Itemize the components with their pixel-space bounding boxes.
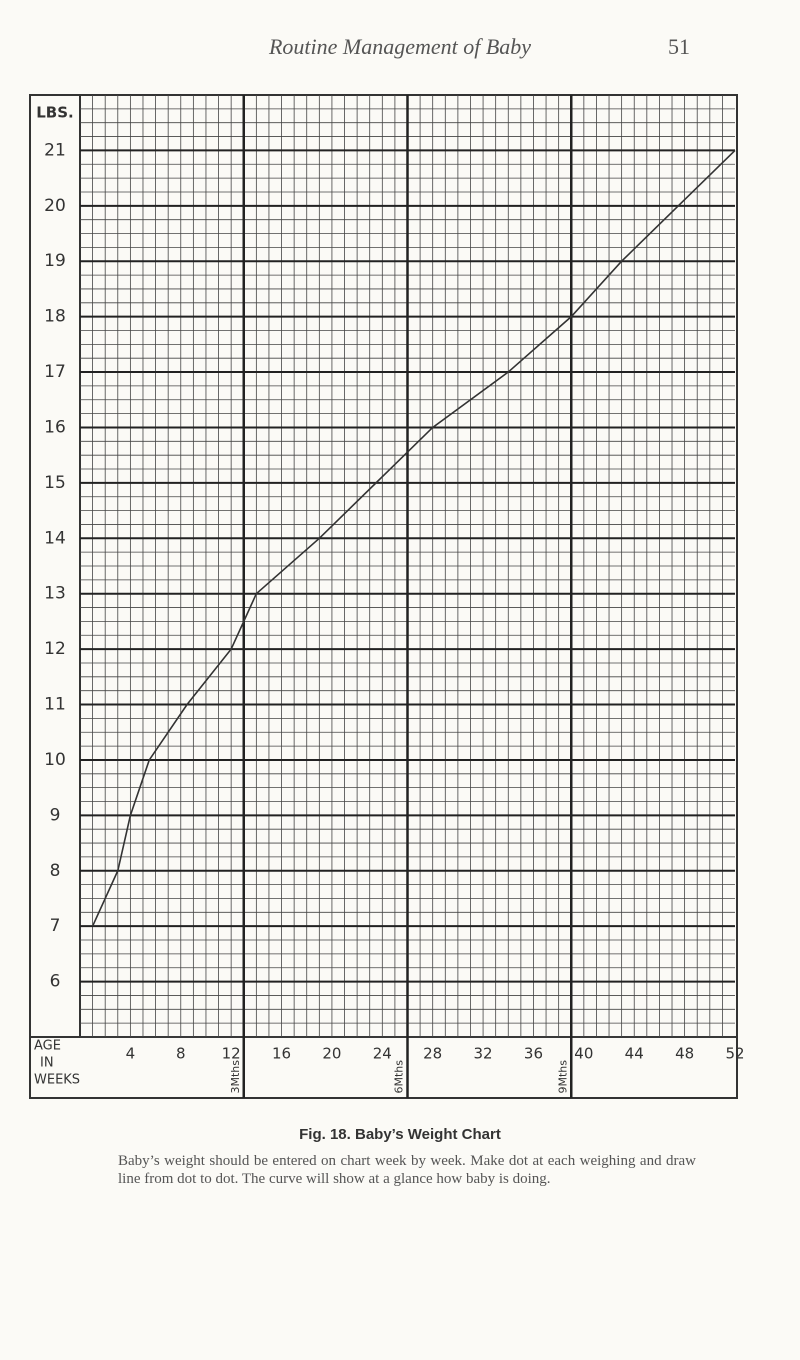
month-label: 6Mths [393,1060,406,1094]
chart-frame [29,94,738,1099]
y-tick-label: 16 [44,417,66,437]
y-tick-label: 6 [50,972,61,992]
y-tick-label: 18 [44,307,66,327]
page-number: 51 [668,34,690,59]
x-tick-label: 48 [675,1045,694,1063]
caption-title: Fig. 18. Baby’s Weight Chart [299,1126,501,1143]
data-line [91,149,736,927]
x-tick-label: 16 [272,1045,291,1063]
x-tick-label: 20 [322,1045,341,1063]
y-tick-label: 12 [44,639,66,659]
x-axis-label: IN [40,1056,54,1071]
y-tick-label: 21 [44,140,66,160]
y-tick-label: 15 [44,473,66,493]
x-tick-label: 8 [176,1045,186,1063]
y-tick-label: 17 [44,362,66,382]
x-tick-label: 28 [423,1045,442,1063]
y-tick-label: 8 [50,861,61,881]
y-tick-label: 20 [44,196,66,216]
x-tick-label: 12 [222,1045,241,1063]
y-tick-label: 13 [44,584,66,604]
x-axis-label: WEEKS [34,1073,80,1088]
month-label: 9Mths [556,1060,569,1094]
x-tick-label: 4 [126,1045,136,1063]
x-tick-label: 24 [373,1045,392,1063]
x-tick-label: 40 [574,1045,593,1063]
x-tick-label: 32 [474,1045,493,1063]
caption-text: Baby’s weight should be entered on chart… [118,1153,696,1187]
x-tick-label: 44 [625,1045,644,1063]
x-tick-label: 52 [725,1045,744,1063]
y-axis-label: LBS. [36,104,74,122]
y-tick-label: 14 [44,528,66,548]
y-tick-label: 7 [50,916,61,936]
x-axis-label: AGE [34,1039,61,1054]
y-tick-label: 19 [44,251,66,271]
running-head: Routine Management of Baby [268,34,532,59]
month-label: 3Mths [229,1060,242,1094]
y-tick-label: 9 [50,805,61,825]
y-tick-label: 11 [44,695,66,715]
y-tick-label: 10 [44,750,66,770]
x-tick-label: 36 [524,1045,543,1063]
